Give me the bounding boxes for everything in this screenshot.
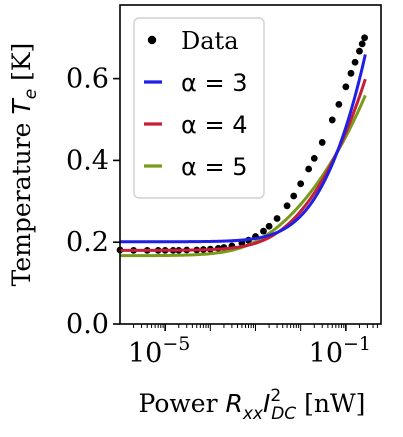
x-tick-label: 10−1: [309, 333, 371, 369]
data-point: [297, 180, 305, 188]
tick-layer: 0.0 0.2 0.4 0.6 10−5 10−1: [66, 64, 378, 369]
x-tick-label: 10−5: [128, 333, 190, 369]
data-point: [273, 215, 281, 222]
data-point: [305, 165, 313, 173]
legend-label: α = 5: [181, 153, 247, 181]
y-tick-label: 0.2: [66, 227, 109, 258]
data-point: [328, 116, 336, 124]
x-axis-label: Power RxxI2 DC [nW]: [139, 386, 366, 424]
y-tick-label: 0.4: [66, 145, 109, 176]
data-point: [351, 58, 359, 66]
y-tick-label: 0.6: [66, 64, 109, 95]
legend-box: [133, 17, 265, 199]
plot-frame: [119, 4, 382, 325]
legend: Data α = 3 α = 4 α = 5: [133, 17, 265, 199]
legend-label: Data: [181, 27, 239, 55]
data-point: [358, 40, 366, 48]
data-point: [265, 222, 273, 230]
data-point: [347, 69, 355, 77]
series-layer: [116, 34, 368, 258]
data-point: [342, 83, 350, 91]
data-point: [335, 100, 343, 108]
y-axis-label: Temperature Te [K]: [7, 43, 41, 287]
data-point: [361, 34, 368, 42]
data-point: [318, 139, 326, 146]
data-point: [356, 47, 363, 55]
data-point: [260, 227, 267, 235]
data-point: [310, 154, 318, 162]
fit-line-alpha-3: [120, 54, 367, 244]
legend-label: α = 4: [181, 111, 247, 139]
y-tick-label: 0.0: [66, 309, 109, 340]
data-point: [283, 202, 291, 210]
fit-line-alpha-4: [120, 78, 367, 252]
legend-label: α = 3: [181, 69, 247, 97]
data-point: [290, 192, 298, 200]
legend-entry: α = 5: [144, 153, 247, 181]
legend-entry: α = 4: [144, 111, 247, 139]
legend-marker: [147, 35, 157, 45]
legend-entry: Data: [147, 27, 239, 55]
legend-entry: α = 3: [144, 69, 247, 97]
